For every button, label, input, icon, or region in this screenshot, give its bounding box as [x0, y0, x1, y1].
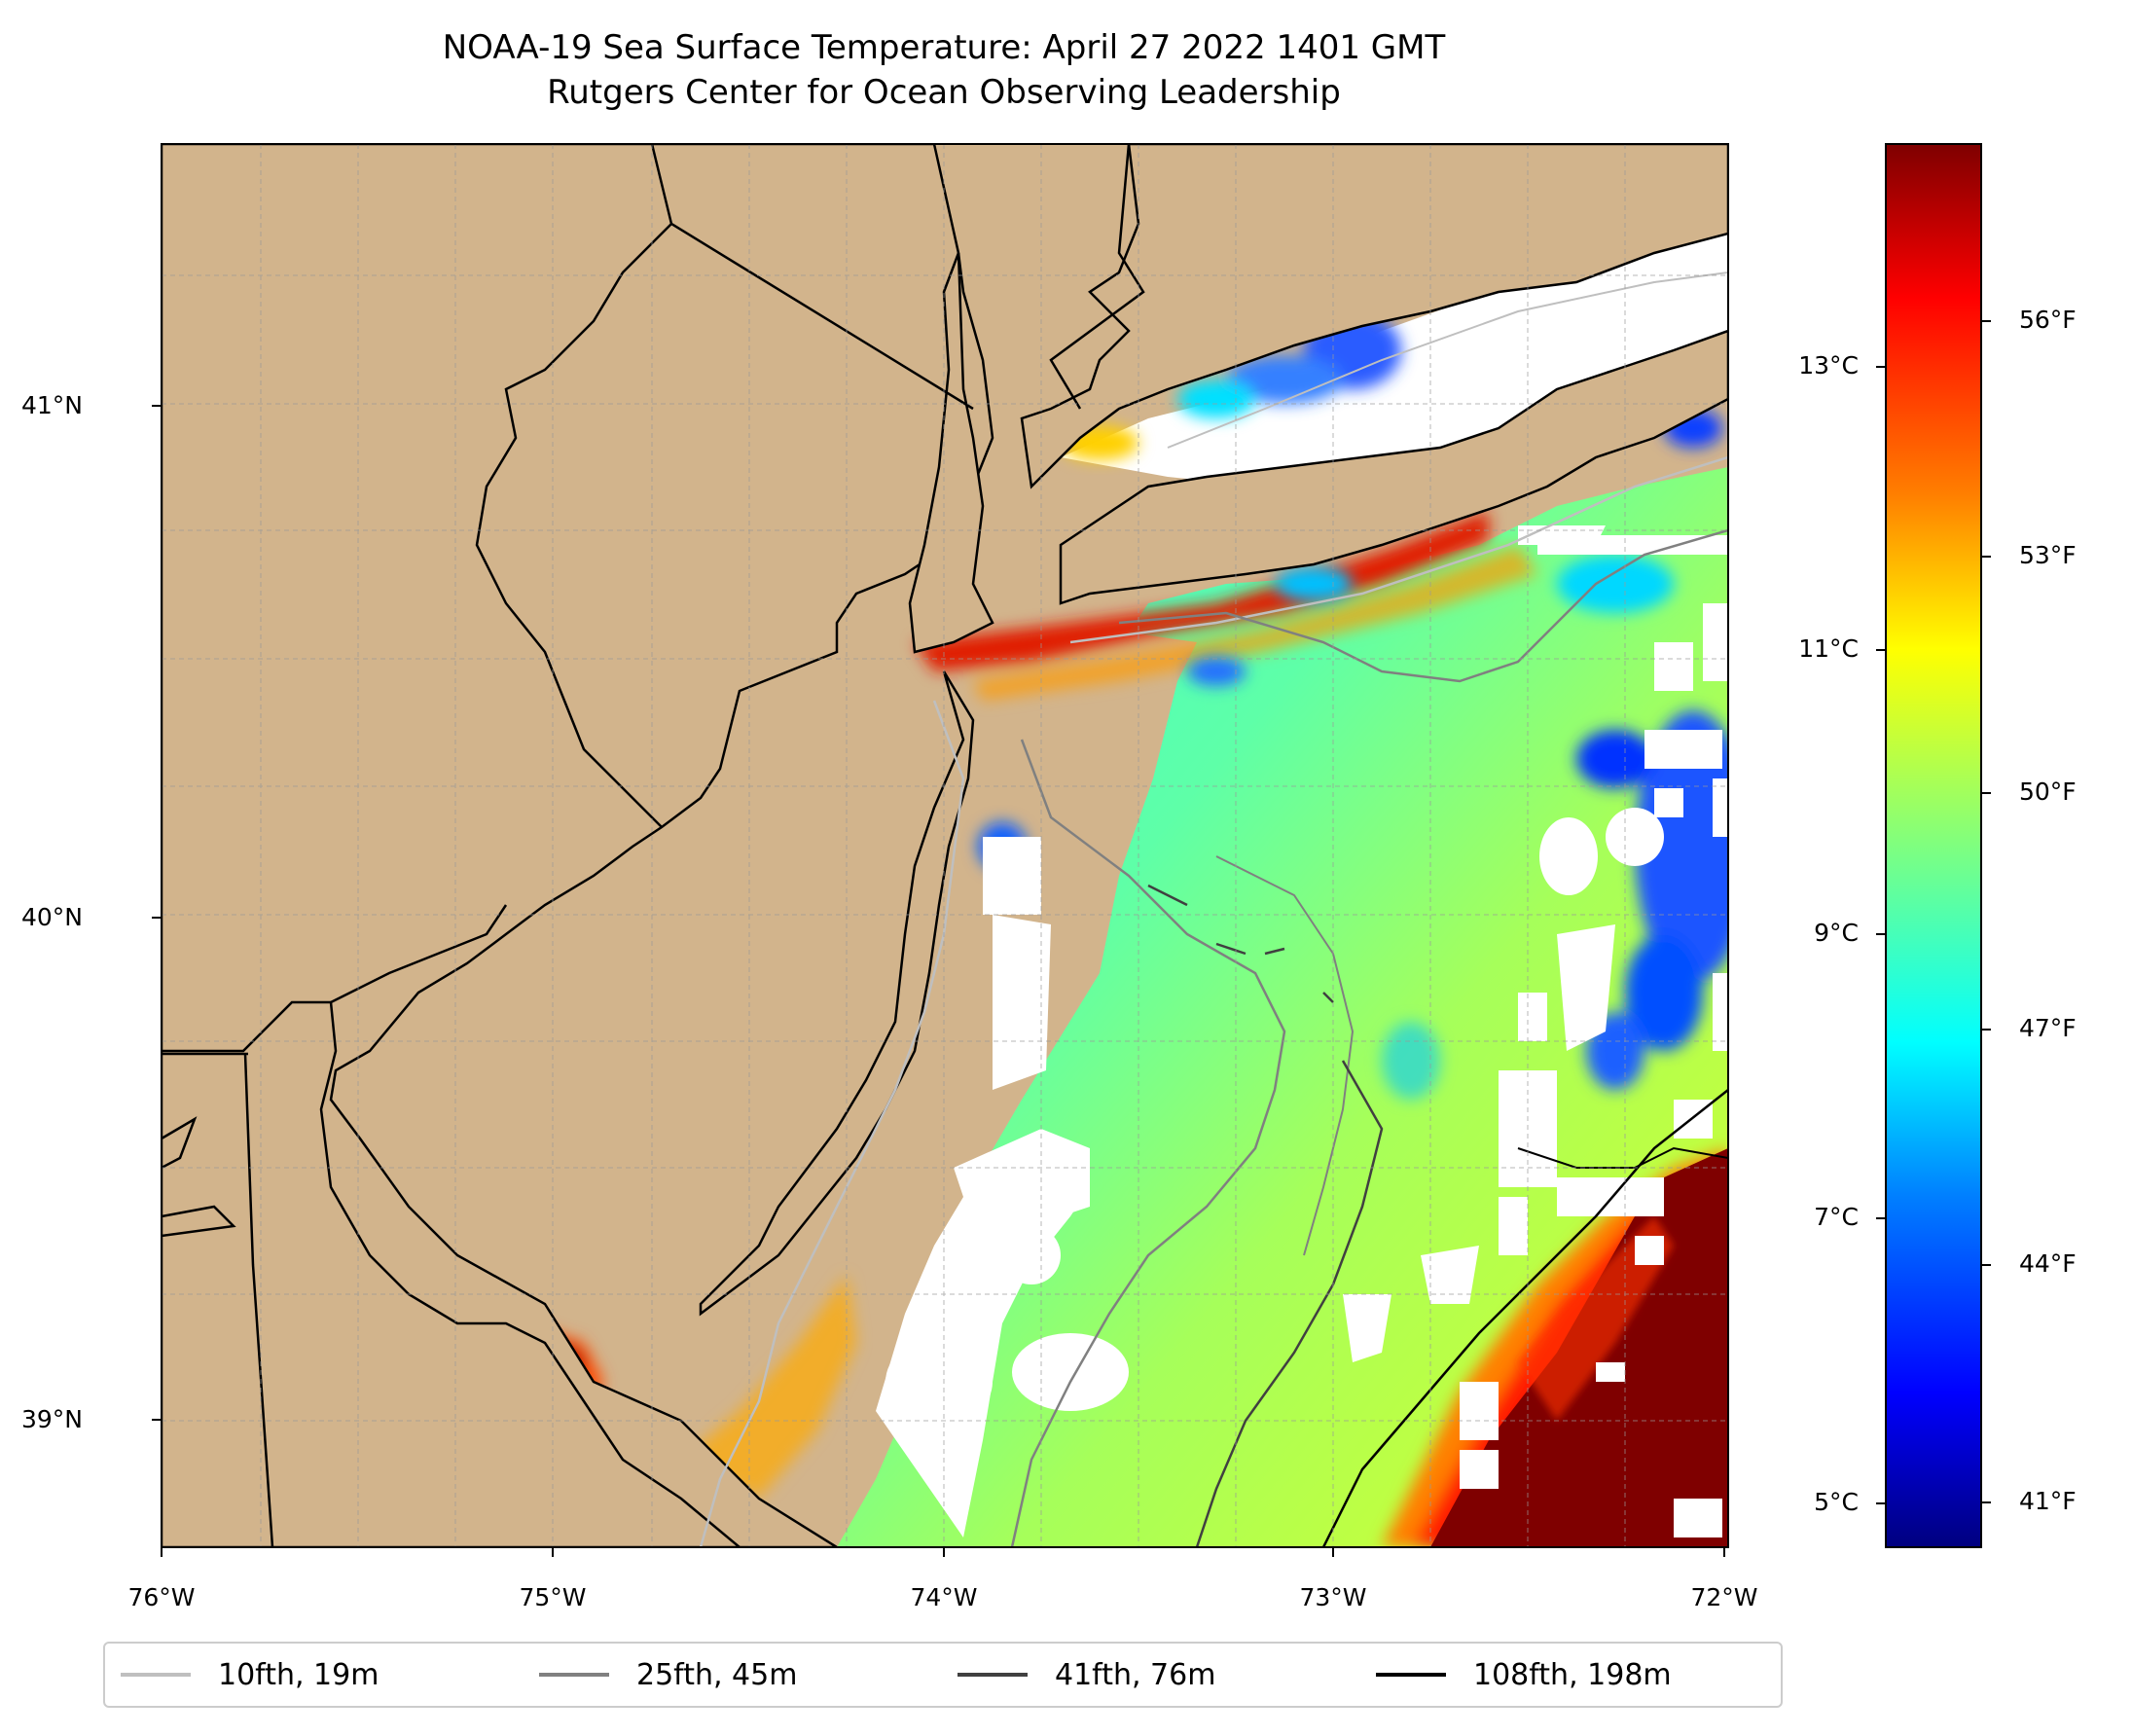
- gridlines: [162, 144, 1728, 1547]
- land-overlay: [162, 144, 1728, 1547]
- bathymetry-contours: [699, 271, 1728, 1547]
- legend-line-41fth: [958, 1673, 1028, 1677]
- legend-line-25fth: [539, 1673, 609, 1677]
- title-line-2: Rutgers Center for Ocean Observing Leade…: [547, 73, 1341, 112]
- colorbar: [1885, 143, 1982, 1548]
- colorbar-f-53: 53°F: [2019, 541, 2077, 569]
- title-line-1: NOAA-19 Sea Surface Temperature: April 2…: [442, 28, 1446, 67]
- lon-tick-76: 76°W: [127, 1583, 196, 1611]
- colorbar-f-41: 41°F: [2019, 1487, 2077, 1515]
- colorbar-c-13: 13°C: [1798, 351, 1859, 380]
- lon-tick-72: 72°W: [1690, 1583, 1758, 1611]
- lat-tick-41: 41°N: [21, 391, 84, 419]
- contour-25fth: [1010, 739, 1286, 1547]
- colorbar-c-11: 11°C: [1798, 634, 1859, 663]
- legend-item-108fth: 108fth, 198m: [1376, 1644, 1672, 1706]
- contour-10fth: [699, 700, 965, 1547]
- colorbar-f-50: 50°F: [2019, 778, 2077, 806]
- legend-line-108fth: [1376, 1673, 1446, 1677]
- lon-tick-73: 73°W: [1299, 1583, 1367, 1611]
- legend-line-10fth: [121, 1673, 191, 1677]
- contour-10fth-ny: [1069, 455, 1728, 644]
- contour-10fth-sound: [1167, 271, 1728, 449]
- legend-label-10fth: 10fth, 19m: [218, 1657, 379, 1692]
- lon-tick-74: 74°W: [910, 1583, 978, 1611]
- lat-tick-39: 39°N: [21, 1405, 84, 1433]
- colorbar-c-7: 7°C: [1814, 1203, 1859, 1231]
- legend-label-41fth: 41fth, 76m: [1055, 1657, 1216, 1692]
- legend-label-25fth: 25fth, 45m: [636, 1657, 798, 1692]
- lon-tick-75: 75°W: [519, 1583, 587, 1611]
- lat-tick-40: 40°N: [21, 903, 84, 931]
- contour-25fth-mid: [1215, 855, 1355, 1256]
- legend-item-10fth: 10fth, 19m: [121, 1644, 379, 1706]
- colorbar-c-9: 9°C: [1814, 919, 1859, 947]
- legend-label-108fth: 108fth, 198m: [1473, 1657, 1672, 1692]
- contour-41fth: [1195, 1060, 1384, 1547]
- contour-25fth-east: [1118, 528, 1728, 683]
- colorbar-f-47: 47°F: [2019, 1014, 2077, 1042]
- contour-legend: 10fth, 19m 25fth, 45m 41fth, 76m 108fth,…: [103, 1642, 1783, 1708]
- contour-41fth-islands: [1147, 884, 1334, 1003]
- legend-item-41fth: 41fth, 76m: [958, 1644, 1215, 1706]
- colorbar-f-44: 44°F: [2019, 1249, 2077, 1278]
- colorbar-c-5: 5°C: [1814, 1488, 1859, 1516]
- legend-item-25fth: 25fth, 45m: [539, 1644, 797, 1706]
- contour-108fth: [1321, 1089, 1728, 1547]
- map-title: NOAA-19 Sea Surface Temperature: April 2…: [161, 25, 1727, 115]
- colorbar-f-56: 56°F: [2019, 306, 2077, 334]
- ocean: [837, 467, 1728, 1547]
